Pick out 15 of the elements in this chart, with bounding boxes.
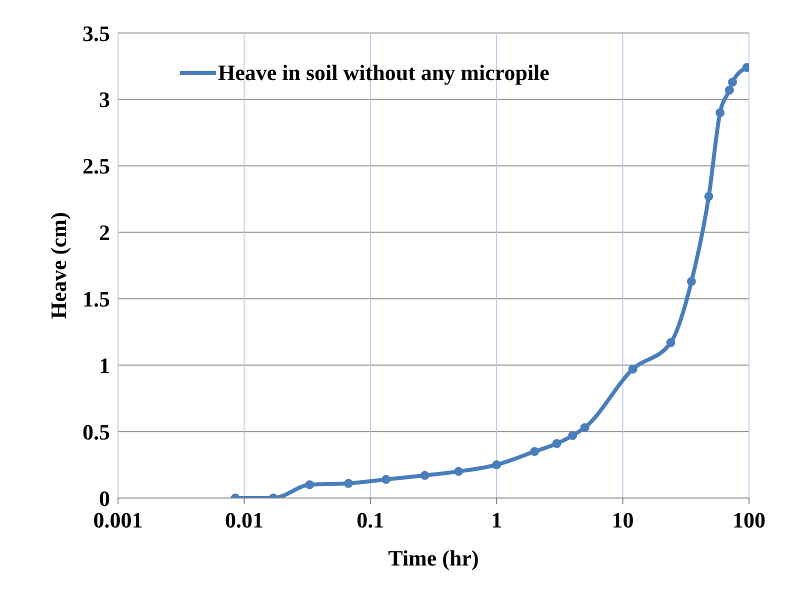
y-tick-label: 2.5: [82, 154, 110, 179]
y-tick-label: 3: [99, 87, 110, 112]
y-axis-title: Heave (cm): [46, 212, 71, 319]
legend-label: Heave in soil without any micropile: [218, 60, 550, 86]
x-tick-label: 100: [732, 508, 766, 533]
y-tick-label: 1: [99, 352, 110, 378]
x-tick-label: 10: [612, 508, 634, 533]
y-tick-label: 0.5: [82, 419, 110, 444]
x-tick-label: 0.01: [224, 508, 264, 533]
y-tick-label: 1.5: [82, 286, 110, 312]
y-tick-label: 2: [99, 220, 110, 246]
y-tick-label: 3.5: [82, 20, 110, 46]
x-tick-label: 0.1: [356, 508, 384, 533]
x-axis-title: Time (hr): [388, 546, 479, 571]
x-tick-label: 1: [491, 508, 502, 533]
